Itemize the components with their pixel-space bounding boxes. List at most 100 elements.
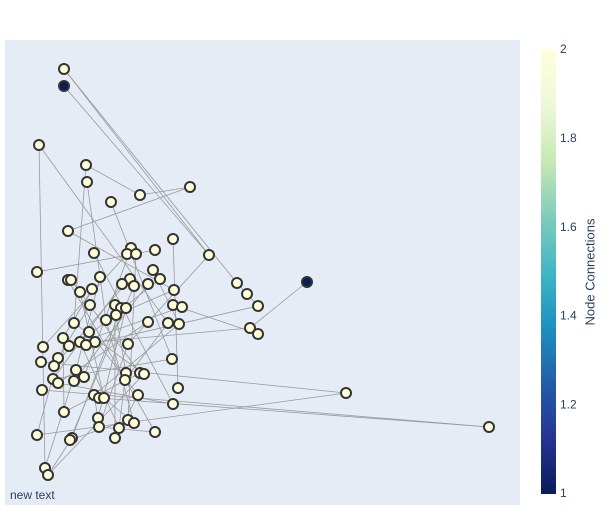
- node: [81, 176, 93, 188]
- node: [128, 417, 140, 429]
- colorbar-tick-label: 1: [560, 486, 567, 500]
- edge: [62, 288, 93, 339]
- node: [36, 384, 48, 396]
- edge: [38, 144, 46, 469]
- node: [78, 371, 90, 383]
- node: [84, 299, 96, 311]
- node: [167, 398, 179, 410]
- node: [100, 314, 112, 326]
- node: [113, 422, 125, 434]
- node: [109, 432, 121, 444]
- node: [231, 277, 243, 289]
- node: [172, 382, 184, 394]
- edge: [63, 85, 210, 256]
- node: [483, 421, 495, 433]
- node: [138, 368, 150, 380]
- node: [176, 301, 188, 313]
- edge: [57, 382, 174, 405]
- node: [88, 247, 100, 259]
- edge: [98, 426, 156, 433]
- node: [142, 316, 154, 328]
- node: [63, 340, 75, 352]
- node: [120, 302, 132, 314]
- edge: [98, 343, 129, 428]
- node: [149, 426, 161, 438]
- node: [119, 374, 131, 386]
- node: [147, 264, 159, 276]
- node: [86, 283, 98, 295]
- node: [52, 377, 64, 389]
- edge: [36, 392, 347, 436]
- edge: [85, 164, 141, 196]
- colorbar-title: Node Connections: [582, 218, 597, 325]
- node: [130, 248, 142, 260]
- node: [162, 317, 174, 329]
- edge: [110, 201, 173, 360]
- colorbar-tick-label: 1.4: [560, 309, 577, 323]
- plot-area: [5, 40, 520, 505]
- node: [94, 271, 106, 283]
- node: [74, 286, 86, 298]
- node: [301, 276, 313, 288]
- node: [168, 284, 180, 296]
- colorbar-tick-label: 1.8: [560, 131, 577, 145]
- node: [33, 139, 45, 151]
- edge: [41, 389, 490, 428]
- node: [42, 469, 54, 481]
- colorbar-tick-label: 1.2: [560, 397, 577, 411]
- node: [142, 278, 154, 290]
- node: [58, 406, 70, 418]
- node: [132, 389, 144, 401]
- edge: [172, 238, 179, 389]
- node: [241, 288, 253, 300]
- node: [134, 189, 146, 201]
- colorbar-tick-label: 2: [560, 42, 567, 56]
- node: [128, 280, 140, 292]
- node: [98, 392, 110, 404]
- node: [105, 196, 117, 208]
- node: [93, 421, 105, 433]
- node: [110, 309, 122, 321]
- edge: [63, 68, 238, 284]
- node: [48, 360, 60, 372]
- node: [58, 80, 70, 92]
- edge: [62, 337, 65, 413]
- node: [173, 318, 185, 330]
- edge: [249, 281, 308, 329]
- edge: [94, 327, 251, 343]
- colorbar-tick-label: 1.6: [560, 220, 577, 234]
- edge: [44, 369, 77, 469]
- edge: [115, 314, 127, 374]
- node: [149, 244, 161, 256]
- node: [252, 300, 264, 312]
- node: [64, 434, 76, 446]
- colorbar: [541, 50, 556, 494]
- node: [116, 278, 128, 290]
- node: [62, 225, 74, 237]
- node: [37, 341, 49, 353]
- node: [166, 353, 178, 365]
- edge: [79, 341, 120, 429]
- edge: [63, 68, 210, 256]
- node: [80, 159, 92, 171]
- node: [68, 317, 80, 329]
- edge: [67, 186, 191, 232]
- node: [31, 429, 43, 441]
- edge: [71, 307, 122, 439]
- node: [340, 387, 352, 399]
- edge: [73, 164, 87, 324]
- edge: [118, 379, 126, 429]
- edge: [98, 397, 490, 428]
- node: [57, 332, 69, 344]
- node: [31, 266, 43, 278]
- edge: [93, 252, 174, 405]
- node: [80, 339, 92, 351]
- node: [122, 338, 134, 350]
- node: [58, 63, 70, 75]
- annotation: new text: [10, 488, 55, 502]
- edge: [73, 283, 149, 382]
- node: [203, 249, 215, 261]
- node: [184, 181, 196, 193]
